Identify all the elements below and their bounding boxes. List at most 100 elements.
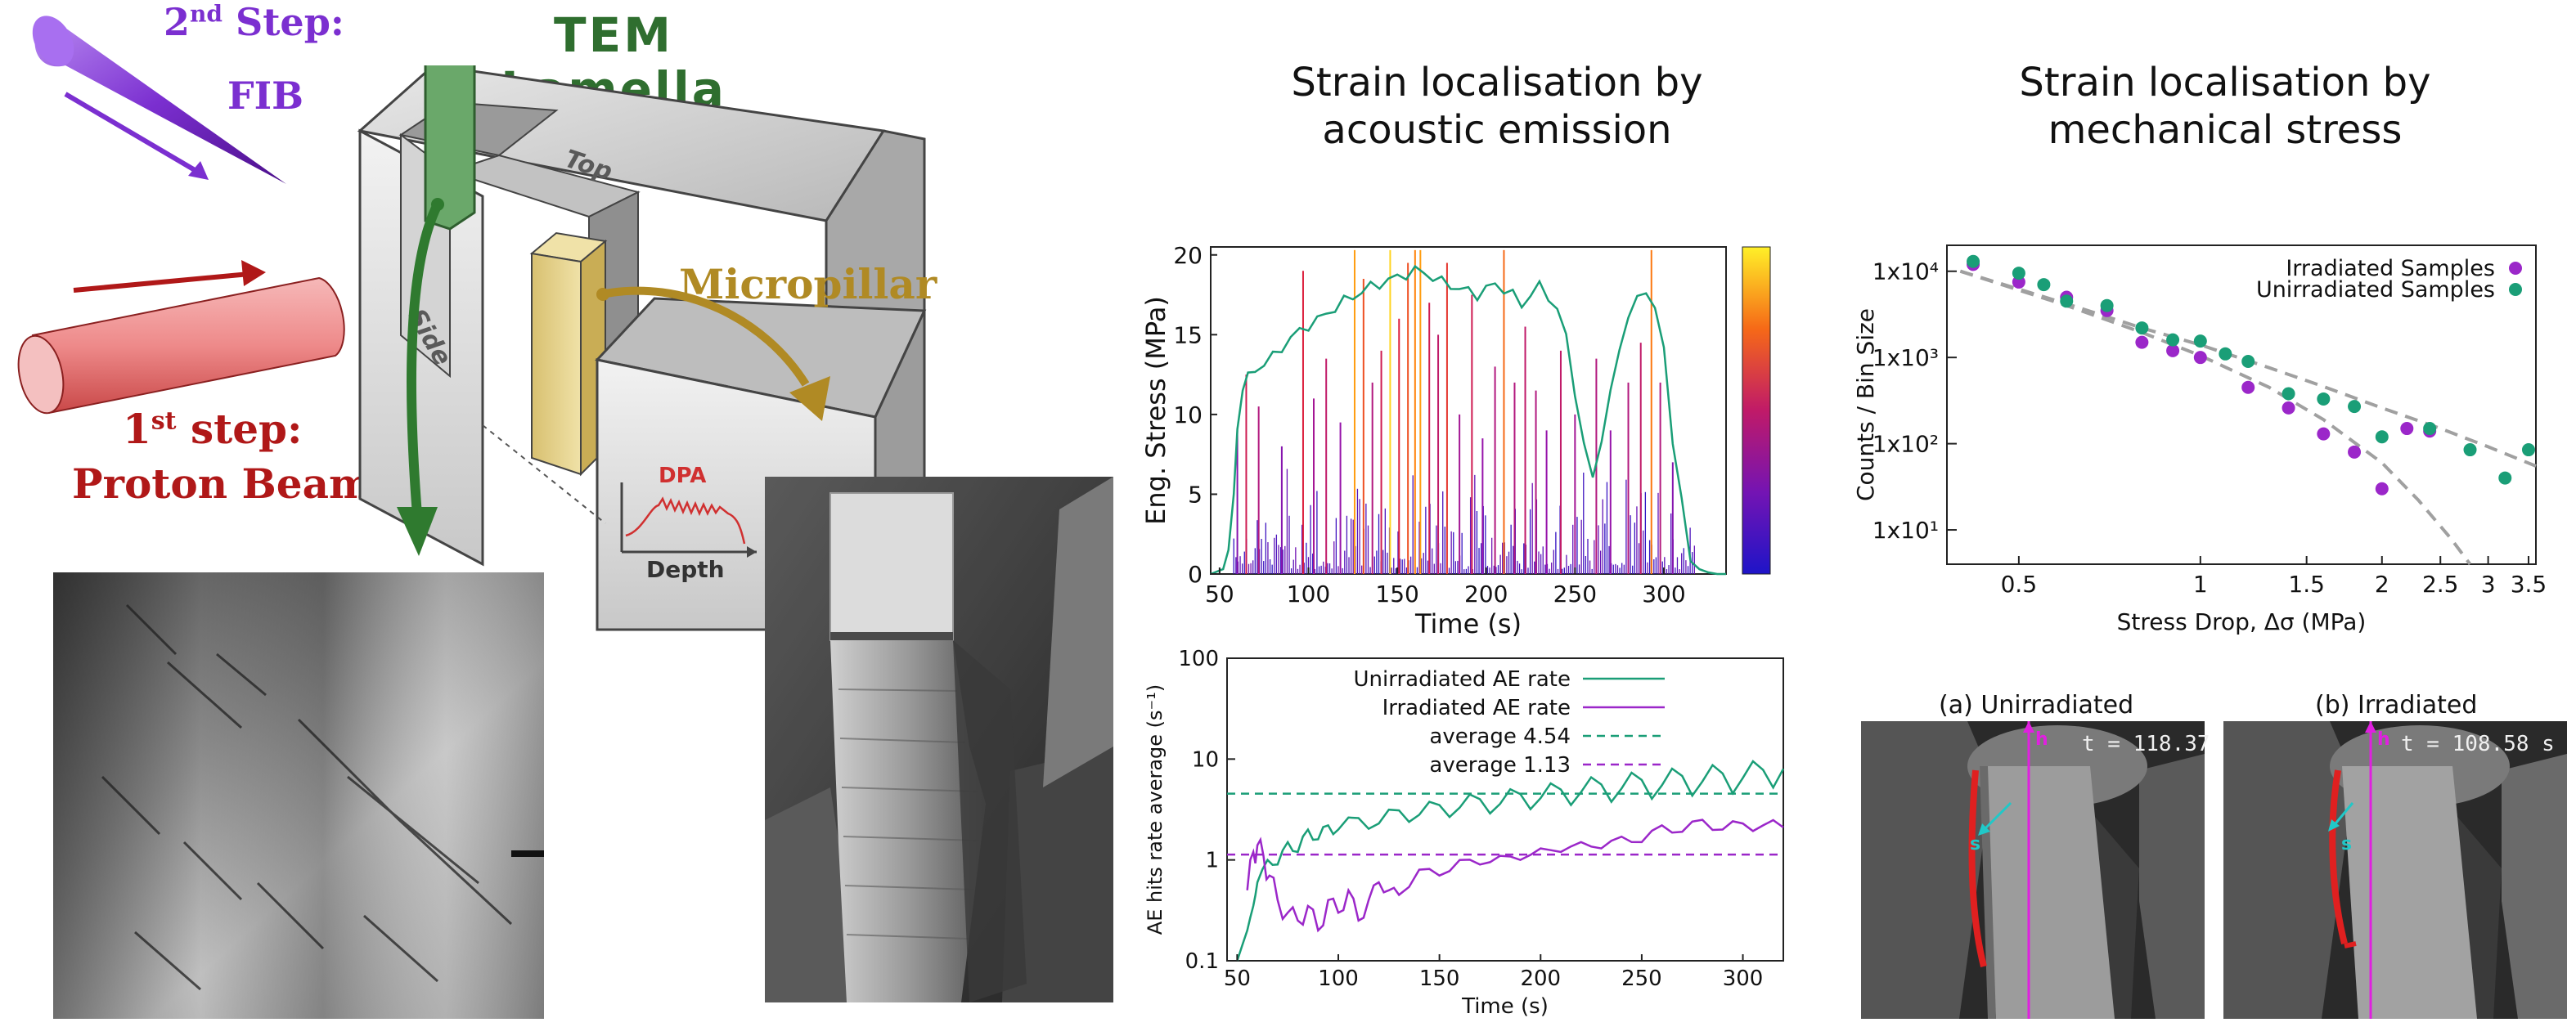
data-point: [2375, 482, 2389, 496]
data-point: [2060, 294, 2074, 308]
data-point: [2348, 400, 2362, 414]
proton-arrow: [73, 260, 266, 293]
data-point: [2375, 430, 2389, 444]
stress-title-line1: Strain localisation by: [2019, 60, 2431, 105]
data-point: [2166, 343, 2180, 357]
legend-label: Irradiated Samples: [2286, 256, 2495, 281]
x-axis-label: Stress Drop, Δσ (MPa): [2117, 608, 2367, 635]
x-tick-label: 300: [1642, 581, 1685, 608]
micrograph-b-label: (b) Irradiated: [2315, 691, 2478, 720]
x-tick-label: 3.5: [2511, 571, 2547, 598]
data-point: [2348, 445, 2362, 459]
x-tick-label: 250: [1621, 966, 1662, 991]
fit-curve: [1959, 269, 2472, 566]
data-point: [2498, 471, 2512, 485]
x-tick-label: 150: [1375, 581, 1418, 608]
data-point: [2282, 387, 2295, 401]
data-point: [2317, 392, 2331, 406]
y-tick-label: 5: [1188, 481, 1203, 508]
data-point: [2317, 427, 2331, 441]
x-tick-label: 50: [1205, 581, 1234, 608]
y-tick-label: 1x10⁴: [1872, 258, 1939, 285]
ae-title-line1: Strain localisation by: [1291, 60, 1703, 105]
dpa-label: DPA: [659, 464, 707, 488]
micrograph-a-unirradiated: [1861, 721, 2205, 1019]
micrograph-b-time: t = 108.58 s: [2401, 732, 2555, 756]
legend-label: average 1.13: [1429, 753, 1571, 778]
y-tick-label: 1x10²: [1872, 431, 1939, 458]
legend-label: Unirradiated AE rate: [1354, 667, 1571, 692]
data-point: [2012, 267, 2025, 280]
legend-label: Irradiated AE rate: [1382, 696, 1571, 720]
series-line: [1246, 818, 1784, 933]
x-axis-label: Time (s): [1461, 994, 1549, 1019]
data-point: [2219, 347, 2232, 361]
stress-curve: [1210, 264, 1726, 576]
x-tick-label: 100: [1287, 581, 1330, 608]
data-point: [2193, 351, 2207, 365]
legend-swatch: [2509, 262, 2522, 275]
x-tick-label: 200: [1464, 581, 1508, 608]
x-tick-label: 0.5: [2001, 571, 2038, 598]
colorbar: [1742, 246, 1771, 575]
micrograph-a-s-label: s: [1970, 834, 1981, 854]
dpa-inset-graph: [620, 482, 757, 558]
data-point: [2166, 333, 2180, 347]
x-tick-label: 50: [1224, 966, 1251, 991]
y-tick-label: 1x10³: [1872, 344, 1939, 371]
sem-micrograph-lamella: [53, 572, 544, 1019]
data-point: [2521, 443, 2535, 457]
y-tick-label: 100: [1178, 647, 1219, 671]
data-point: [2282, 401, 2295, 415]
x-tick-label: 2.5: [2422, 571, 2459, 598]
y-tick-label: 20: [1173, 242, 1203, 269]
micropillar-label: Micropillar: [679, 260, 937, 308]
data-point: [1967, 254, 1980, 268]
stress-time-chart: 50 100 150 200 250 300 0 5 10 15 20 Time (s) Eng. St…: [1140, 242, 1771, 639]
proton-beam-label: Proton Beam: [72, 460, 372, 508]
y-tick-label: 1x10¹: [1872, 517, 1939, 544]
plot-frame: [1946, 244, 2537, 565]
x-axis-label: Time (s): [1414, 608, 1522, 639]
proton-beam-cylinder: [17, 276, 345, 415]
tem-arrow: [397, 198, 444, 556]
x-tick-label: 150: [1419, 966, 1460, 991]
plot-frame: [1226, 657, 1784, 962]
x-tick-label: 250: [1553, 581, 1597, 608]
ae-rate-chart: 50 100 150 200 250 300 0.1 1 10 100 Time (s) AE hit…: [1144, 647, 1785, 1019]
stress-drop-distribution-chart: 0.5 1 1.5 2 2.5 3 3.5 1x10¹ 1x10² 1x10³ 1x10⁴ Stres…: [1852, 244, 2547, 635]
x-tick-label: 1: [2193, 571, 2208, 598]
y-tick-label: 0: [1188, 561, 1203, 588]
data-point: [2463, 443, 2477, 457]
fib-beam-cone: [32, 16, 286, 184]
series-line: [1236, 760, 1785, 962]
legend-label: Unirradiated Samples: [2256, 277, 2495, 303]
micrograph-a-h-label: h: [2035, 729, 2048, 750]
y-tick-label: 1: [1205, 849, 1219, 873]
legend-swatch: [2509, 283, 2522, 296]
data-point: [2423, 422, 2437, 436]
y-axis-label: Eng. Stress (MPa): [1140, 296, 1171, 525]
y-tick-label: 10: [1192, 747, 1219, 772]
stress-title-line2: mechanical stress: [2048, 107, 2403, 153]
micrograph-b-h-label: h: [2377, 729, 2390, 750]
micrograph-a-time: t = 118.37 s: [2082, 732, 2236, 756]
step1-label: 1st step:: [123, 405, 303, 453]
data-point: [2037, 278, 2051, 292]
data-point: [2400, 422, 2414, 436]
micrograph-b-s-label: s: [2341, 834, 2353, 854]
data-point: [2241, 380, 2255, 394]
data-point: [2193, 334, 2207, 348]
micrograph-b-irradiated: [2223, 721, 2567, 1019]
x-tick-label: 200: [1520, 966, 1561, 991]
x-tick-label: 2: [2375, 571, 2389, 598]
micropillar-arrow: [596, 286, 830, 421]
sem-micrograph-micropillar: [765, 477, 1113, 1002]
data-point: [2135, 321, 2149, 335]
micrograph-a-label: (a) Unirradiated: [1939, 691, 2134, 720]
data-point: [2241, 354, 2255, 368]
tem-label-line1: TEM: [554, 7, 673, 63]
y-axis-label: Counts / Bin Size: [1852, 308, 1879, 501]
data-point: [2100, 298, 2114, 312]
y-axis-label: AE hits rate average (s⁻¹): [1144, 684, 1167, 935]
